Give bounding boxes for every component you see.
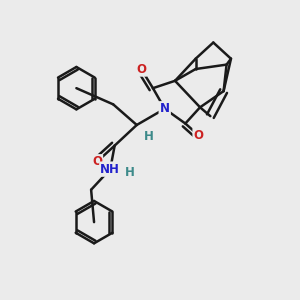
Text: O: O	[136, 62, 146, 76]
Text: N: N	[160, 102, 170, 115]
Text: O: O	[194, 129, 204, 142]
Text: H: H	[144, 130, 154, 143]
Text: H: H	[124, 166, 134, 178]
Text: O: O	[92, 155, 102, 168]
Text: NH: NH	[100, 163, 120, 176]
